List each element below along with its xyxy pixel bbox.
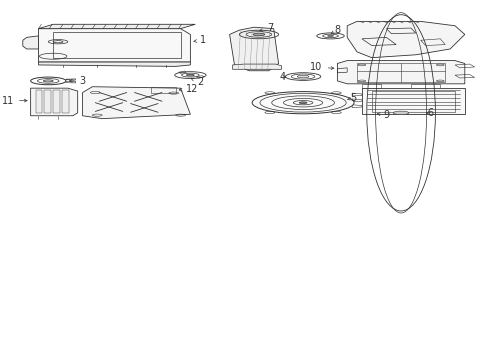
Polygon shape	[233, 64, 282, 69]
Circle shape	[252, 91, 354, 114]
Polygon shape	[39, 24, 196, 29]
Polygon shape	[338, 60, 465, 84]
Circle shape	[44, 80, 53, 82]
Circle shape	[297, 75, 309, 78]
Text: 1: 1	[194, 35, 206, 45]
Text: 10: 10	[311, 62, 334, 72]
Polygon shape	[347, 21, 465, 58]
Polygon shape	[31, 88, 78, 116]
Bar	[62, 90, 69, 113]
Bar	[151, 87, 176, 93]
Circle shape	[393, 111, 409, 114]
Bar	[362, 88, 465, 114]
Text: 5: 5	[347, 93, 356, 103]
Bar	[53, 90, 60, 113]
Circle shape	[299, 102, 307, 104]
Bar	[36, 90, 43, 113]
Polygon shape	[39, 62, 191, 66]
Polygon shape	[23, 36, 39, 49]
Text: 9: 9	[377, 110, 390, 120]
Circle shape	[328, 35, 334, 37]
Polygon shape	[230, 27, 279, 71]
Text: 11: 11	[2, 96, 27, 105]
Polygon shape	[83, 87, 191, 119]
Bar	[357, 63, 445, 82]
Circle shape	[253, 33, 265, 36]
Text: 7: 7	[260, 23, 273, 33]
Bar	[53, 32, 181, 58]
Polygon shape	[39, 29, 191, 62]
Text: 4: 4	[279, 72, 286, 82]
Text: 3: 3	[70, 76, 86, 86]
Text: 12: 12	[179, 84, 198, 94]
Text: 6: 6	[426, 108, 434, 118]
Bar	[45, 90, 51, 113]
Text: 2: 2	[191, 77, 203, 87]
Bar	[372, 91, 455, 112]
Text: 8: 8	[331, 25, 341, 35]
Circle shape	[187, 74, 195, 76]
